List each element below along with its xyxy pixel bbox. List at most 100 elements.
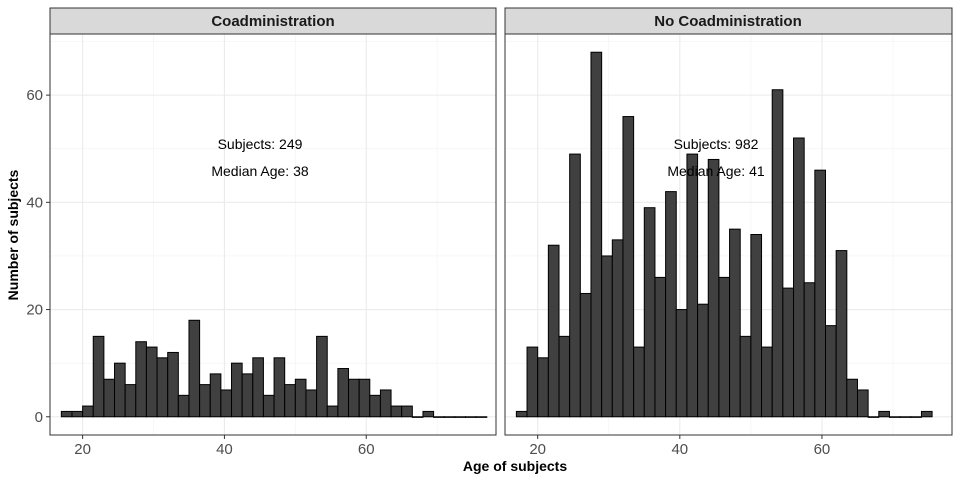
histogram-bar: [422, 410, 435, 418]
panel-title: No Coadministration: [654, 13, 802, 30]
histogram-bar: [220, 389, 233, 418]
histogram-bar: [537, 357, 549, 418]
histogram-bars: [515, 51, 933, 418]
histogram-bar: [273, 357, 286, 418]
histogram-bar: [793, 137, 805, 418]
x-axis-no-coadministration: 20 40 60: [529, 435, 830, 458]
histogram-bar: [401, 405, 413, 418]
histogram-bar: [316, 335, 328, 418]
histogram-bar: [60, 410, 73, 418]
x-tick-label: 20: [74, 441, 91, 458]
histogram-bar: [358, 378, 371, 418]
histogram-bar: [665, 191, 677, 418]
histogram-bar: [888, 416, 901, 418]
histogram-bar: [750, 234, 763, 418]
histogram-bar: [515, 410, 528, 418]
histogram-bar: [71, 410, 84, 418]
panel-title: Coadministration: [211, 13, 334, 30]
histogram-bar: [867, 416, 880, 418]
histogram-bar: [633, 346, 645, 418]
histogram-bar: [252, 357, 264, 418]
histogram-bar: [411, 416, 424, 418]
median-age-label: Median Age: 41: [667, 163, 765, 179]
histogram-bar: [326, 405, 339, 418]
strip-background: [504, 7, 953, 35]
histogram-bar: [899, 416, 912, 418]
subjects-count-label: Subjects: 982: [674, 136, 759, 152]
histogram-bar: [379, 389, 392, 418]
histogram-bar: [124, 384, 137, 418]
histogram-bar: [697, 303, 709, 418]
histogram-bar: [348, 378, 360, 418]
histogram-bar: [579, 292, 592, 418]
histogram-bar: [878, 410, 890, 418]
histogram-bar: [729, 228, 741, 418]
histogram-bar: [910, 416, 922, 418]
histogram-bar: [231, 362, 243, 418]
y-axis: 0 20 40 60: [26, 87, 50, 426]
histogram-bar: [92, 335, 105, 418]
histogram-bar: [569, 153, 581, 418]
histogram-bar: [475, 416, 488, 418]
histogram-bar: [803, 282, 816, 418]
histogram-bar: [82, 405, 94, 418]
histogram-bar: [284, 384, 296, 418]
histogram-bar: [241, 373, 254, 418]
histogram-bar: [390, 405, 403, 418]
histogram-bar: [643, 207, 656, 418]
x-axis-coadministration: 20 40 60: [74, 435, 375, 458]
histogram-bar: [920, 410, 933, 418]
histogram-bar: [856, 389, 869, 418]
x-axis-title: Age of subjects: [463, 458, 567, 474]
histogram-bar: [718, 276, 731, 418]
histogram-bar: [305, 389, 318, 418]
panel-border: [49, 33, 497, 436]
histogram-bar: [590, 51, 603, 418]
histogram-bar: [547, 244, 560, 418]
histogram-bar: [761, 346, 773, 418]
histogram-bar: [739, 335, 752, 418]
histogram-bar: [707, 158, 720, 418]
histogram-bar: [199, 384, 211, 418]
histogram-bar: [846, 378, 858, 418]
y-tick-label: 20: [26, 302, 43, 319]
histogram-bar: [686, 153, 699, 418]
histogram-bar: [526, 346, 539, 418]
x-tick-label: 20: [529, 441, 546, 458]
histogram-bar: [209, 373, 222, 418]
histogram-bar: [369, 394, 381, 418]
y-tick-label: 60: [26, 87, 43, 104]
histogram-bar: [558, 335, 571, 418]
x-tick-label: 60: [358, 441, 375, 458]
histogram-bar: [188, 319, 201, 418]
x-tick-label: 40: [216, 441, 233, 458]
median-age-label: Median Age: 38: [211, 163, 309, 179]
y-tick-label: 0: [35, 409, 43, 426]
histogram-bars: [60, 319, 488, 418]
histogram-bar: [262, 394, 275, 418]
histogram-bar: [103, 378, 116, 418]
x-tick-label: 60: [814, 441, 831, 458]
histogram-bar: [782, 287, 795, 418]
histogram-bar: [294, 378, 307, 418]
histogram-bar: [675, 309, 688, 418]
histogram-bar: [654, 276, 667, 418]
histogram-bar: [156, 357, 169, 418]
histogram-bar: [443, 416, 456, 418]
panel-coadministration: Coadministration Subjects: 249 Median Ag…: [49, 7, 497, 436]
histogram-bar: [835, 250, 848, 418]
histogram-bar: [433, 416, 445, 418]
panel-border: [504, 33, 953, 436]
histogram-bar: [454, 416, 467, 418]
histogram-bar: [337, 368, 350, 418]
histogram-bar: [601, 255, 613, 418]
subjects-count-label: Subjects: 249: [218, 136, 303, 152]
histogram-bar: [622, 116, 635, 418]
histogram-bar: [167, 351, 179, 418]
histogram-bar: [771, 89, 784, 418]
histogram-bar: [145, 346, 158, 418]
y-axis-title: Number of subjects: [5, 169, 21, 300]
histogram-bar: [825, 325, 837, 418]
histogram-bar: [177, 394, 190, 418]
